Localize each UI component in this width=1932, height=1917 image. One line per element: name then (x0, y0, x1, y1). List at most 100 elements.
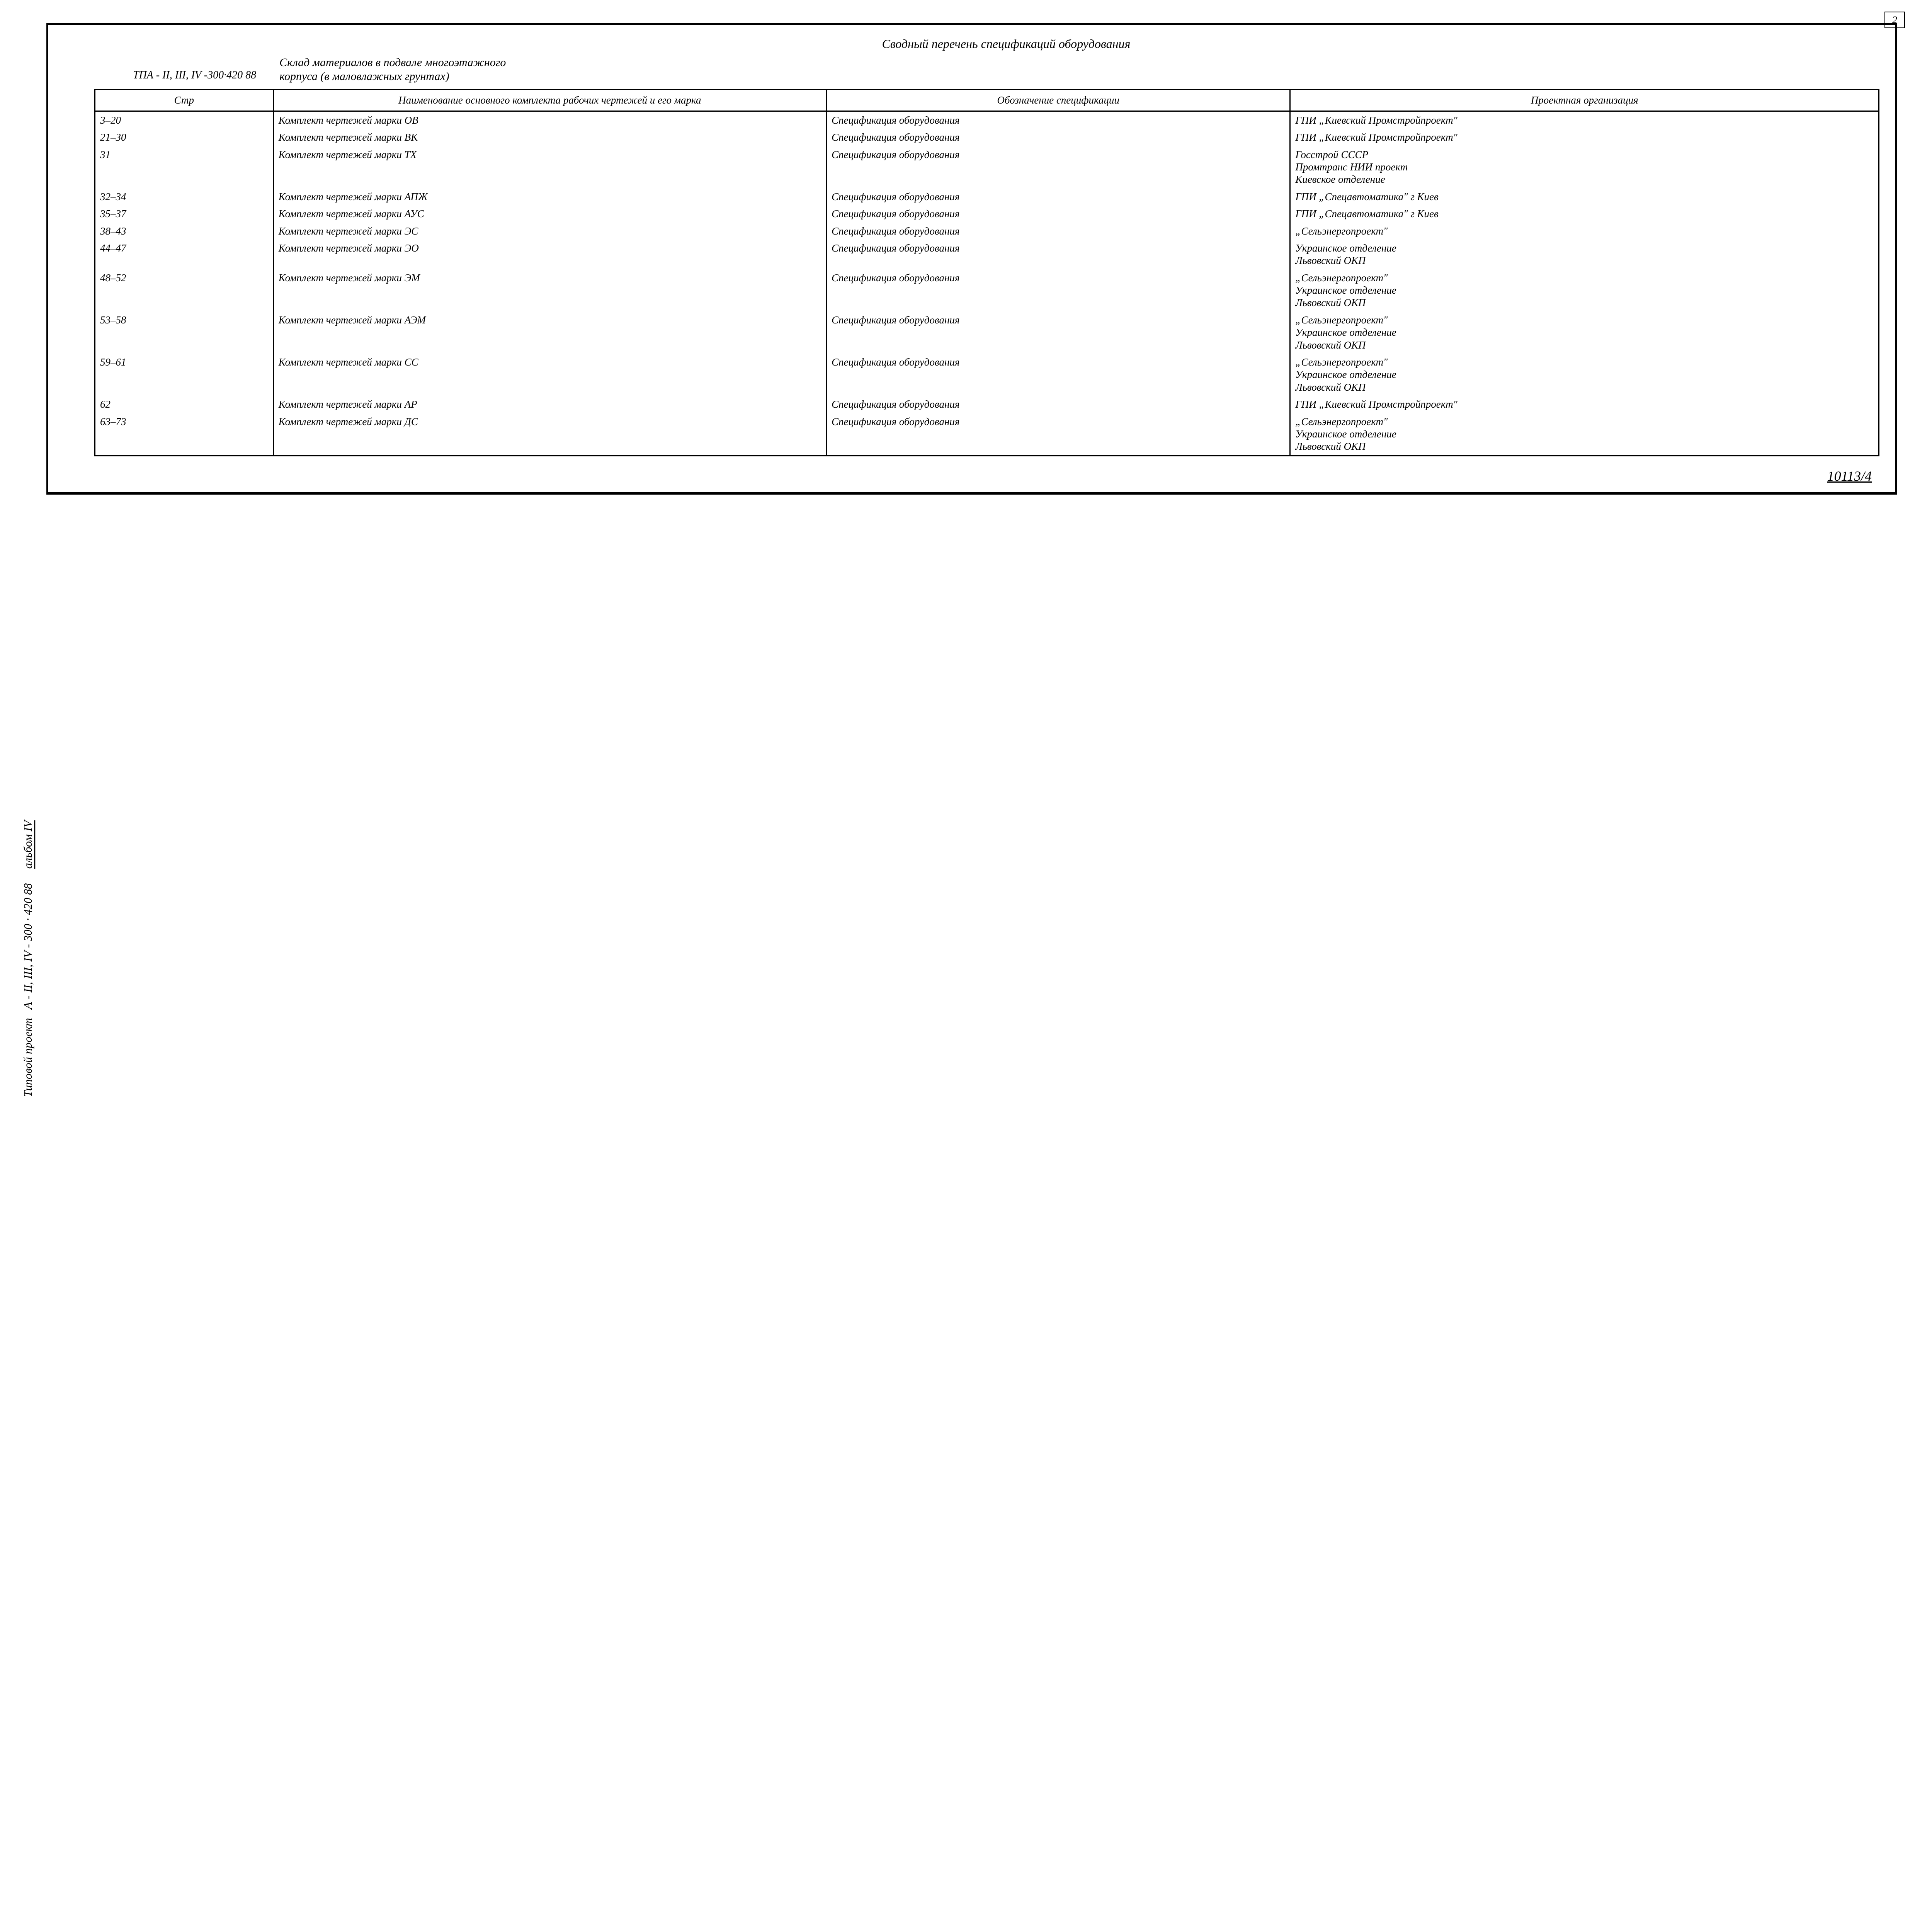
cell-name: Комплект чертежей марки АР (273, 396, 826, 413)
title-block: Сводный перечень спецификаций оборудован… (133, 36, 1879, 83)
cell-name: Комплект чертежей марки АЭМ (273, 311, 826, 354)
org-line: Львовский ОКП (1295, 440, 1874, 452)
drawing-frame: Сводный перечень спецификаций оборудован… (46, 23, 1897, 495)
cell-page: 31 (95, 146, 274, 188)
cell-page: 3–20 (95, 111, 274, 129)
org-line: „Сельэнергопроект" (1295, 272, 1874, 284)
cell-org: „Сельэнергопроект"Украинское отделениеЛь… (1290, 269, 1879, 311)
cell-name: Комплект чертежей марки ОВ (273, 111, 826, 129)
title-main: Сводный перечень спецификаций оборудован… (133, 36, 1879, 51)
cell-name: Комплект чертежей марки ДС (273, 413, 826, 456)
cell-spec: Спецификация оборудования (826, 354, 1290, 396)
org-line: Киевское отделение (1295, 173, 1874, 185)
table-row: 62Комплект чертежей марки АРСпецификация… (95, 396, 1879, 413)
org-line: ГПИ „Киевский Промстройпроект" (1295, 398, 1874, 410)
cell-spec: Спецификация оборудования (826, 413, 1290, 456)
cell-name: Комплект чертежей марки ЭМ (273, 269, 826, 311)
cell-name: Комплект чертежей марки ТХ (273, 146, 826, 188)
org-line: „Сельэнергопроект" (1295, 225, 1874, 237)
org-line: Промтранс НИИ проект (1295, 161, 1874, 173)
cell-org: ГПИ „Киевский Промстройпроект" (1290, 396, 1879, 413)
side-label: Типовой проект А - II, III, IV - 300 · 4… (21, 820, 35, 1097)
org-line: ГПИ „Спецавтоматика" г Киев (1295, 191, 1874, 203)
cell-spec: Спецификация оборудования (826, 396, 1290, 413)
org-line: Украинское отделение (1295, 242, 1874, 254)
org-line: Львовский ОКП (1295, 381, 1874, 393)
cell-org: Украинское отделениеЛьвовский ОКП (1290, 240, 1879, 269)
org-line: Госстрой СССР (1295, 148, 1874, 161)
org-line: „Сельэнергопроект" (1295, 314, 1874, 326)
cell-spec: Спецификация оборудования (826, 111, 1290, 129)
cell-spec: Спецификация оборудования (826, 223, 1290, 240)
cell-name: Комплект чертежей марки ЭО (273, 240, 826, 269)
cell-page: 59–61 (95, 354, 274, 396)
cell-org: „Сельэнергопроект" (1290, 223, 1879, 240)
col-header-name: Наименование основного комплекта рабочих… (273, 90, 826, 111)
cell-page: 44–47 (95, 240, 274, 269)
cell-page: 62 (95, 396, 274, 413)
org-line: Украинское отделение (1295, 368, 1874, 381)
table-row: 63–73Комплект чертежей марки ДССпецифика… (95, 413, 1879, 456)
table-row: 3–20Комплект чертежей марки ОВСпецификац… (95, 111, 1879, 129)
cell-page: 21–30 (95, 129, 274, 146)
cell-org: ГПИ „Киевский Промстройпроект" (1290, 129, 1879, 146)
table-row: 38–43Комплект чертежей марки ЭССпецифика… (95, 223, 1879, 240)
side-prefix: Типовой проект (22, 1018, 34, 1097)
cell-page: 63–73 (95, 413, 274, 456)
cell-org: ГПИ „Спецавтоматика" г Киев (1290, 205, 1879, 222)
cell-org: ГПИ „Киевский Промстройпроект" (1290, 111, 1879, 129)
org-line: Украинское отделение (1295, 326, 1874, 338)
document-id: 10113/4 (1827, 468, 1872, 485)
col-header-org: Проектная организация (1290, 90, 1879, 111)
table-row: 31Комплект чертежей марки ТХСпецификация… (95, 146, 1879, 188)
cell-page: 35–37 (95, 205, 274, 222)
cell-spec: Спецификация оборудования (826, 269, 1290, 311)
cell-spec: Спецификация оборудования (826, 311, 1290, 354)
cell-name: Комплект чертежей марки ЭС (273, 223, 826, 240)
spec-table: Стр Наименование основного комплекта раб… (94, 89, 1879, 456)
table-header-row: Стр Наименование основного комплекта раб… (95, 90, 1879, 111)
cell-org: ГПИ „Спецавтоматика" г Киев (1290, 188, 1879, 205)
cell-spec: Спецификация оборудования (826, 188, 1290, 205)
table-row: 32–34Комплект чертежей марки АПЖСпецифик… (95, 188, 1879, 205)
org-line: „Сельэнергопроект" (1295, 415, 1874, 428)
org-line: „Сельэнергопроект" (1295, 356, 1874, 368)
subtitle-line: Склад материалов в подвале многоэтажного (279, 56, 506, 70)
org-line: ГПИ „Спецавтоматика" г Киев (1295, 208, 1874, 220)
table-row: 48–52Комплект чертежей марки ЭМСпецифика… (95, 269, 1879, 311)
cell-page: 53–58 (95, 311, 274, 354)
cell-page: 32–34 (95, 188, 274, 205)
cell-name: Комплект чертежей марки ВК (273, 129, 826, 146)
cell-org: „Сельэнергопроект"Украинское отделениеЛь… (1290, 354, 1879, 396)
org-line: Львовский ОКП (1295, 254, 1874, 267)
cell-name: Комплект чертежей марки АПЖ (273, 188, 826, 205)
cell-org: „Сельэнергопроект"Украинское отделениеЛь… (1290, 311, 1879, 354)
cell-name: Комплект чертежей марки СС (273, 354, 826, 396)
cell-name: Комплект чертежей марки АУС (273, 205, 826, 222)
cell-org: „Сельэнергопроект"Украинское отделениеЛь… (1290, 413, 1879, 456)
subtitle-line: корпуса (в маловлажных грунтах) (279, 70, 506, 83)
org-line: Львовский ОКП (1295, 296, 1874, 309)
cell-spec: Спецификация оборудования (826, 205, 1290, 222)
table-row: 21–30Комплект чертежей марки ВКСпецифика… (95, 129, 1879, 146)
col-header-spec: Обозначение спецификации (826, 90, 1290, 111)
side-suffix: альбом IV (22, 820, 34, 869)
org-line: Украинское отделение (1295, 428, 1874, 440)
cell-spec: Спецификация оборудования (826, 240, 1290, 269)
table-row: 59–61Комплект чертежей марки СССпецифика… (95, 354, 1879, 396)
project-code: ТПА - II, III, IV -300·420 88 (133, 69, 256, 82)
title-subtitle: Склад материалов в подвале многоэтажного… (279, 56, 506, 83)
table-row: 53–58Комплект чертежей марки АЭМСпецифик… (95, 311, 1879, 354)
org-line: Украинское отделение (1295, 284, 1874, 296)
cell-org: Госстрой СССРПромтранс НИИ проектКиевско… (1290, 146, 1879, 188)
table-row: 35–37Комплект чертежей марки АУССпецифик… (95, 205, 1879, 222)
cell-spec: Спецификация оборудования (826, 146, 1290, 188)
side-code: А - II, III, IV - 300 · 420 88 (22, 883, 34, 1009)
org-line: ГПИ „Киевский Промстройпроект" (1295, 131, 1874, 143)
col-header-page: Стр (95, 90, 274, 111)
table-row: 44–47Комплект чертежей марки ЭОСпецифика… (95, 240, 1879, 269)
org-line: ГПИ „Киевский Промстройпроект" (1295, 114, 1874, 126)
cell-spec: Спецификация оборудования (826, 129, 1290, 146)
cell-page: 48–52 (95, 269, 274, 311)
org-line: Львовский ОКП (1295, 339, 1874, 351)
